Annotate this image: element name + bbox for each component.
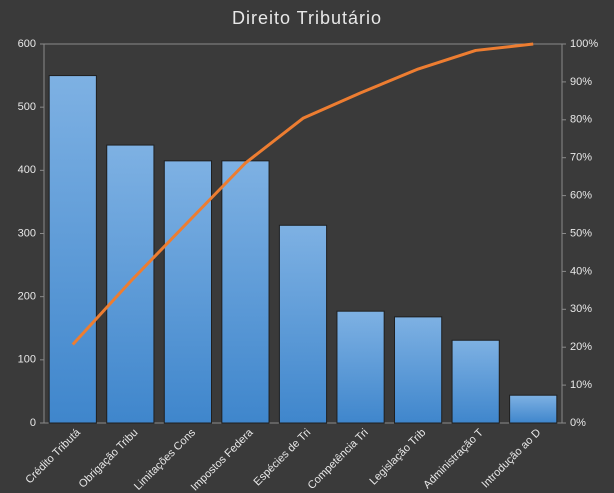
bar <box>106 144 155 424</box>
bar <box>336 310 385 424</box>
chart-title: Direito Tributário <box>232 8 382 28</box>
y2-tick-label: 100% <box>570 38 598 50</box>
line <box>71 42 534 346</box>
bar <box>163 160 212 424</box>
y2-tick-label: 40% <box>570 265 592 277</box>
y-tick-label: 300 <box>18 227 36 239</box>
y-tick-label: 400 <box>18 164 36 176</box>
y-tick-label: 500 <box>18 101 36 113</box>
y2-tick-label: 50% <box>570 227 592 239</box>
bar <box>451 339 500 424</box>
bar <box>394 316 443 424</box>
y2-tick-label: 70% <box>570 152 592 164</box>
y2-tick-label: 80% <box>570 114 592 126</box>
y-tick-label: 200 <box>18 291 36 303</box>
y-tick-label: 0 <box>30 417 36 429</box>
bar <box>221 160 270 424</box>
bar <box>278 224 328 424</box>
y-tick-label: 100 <box>18 354 36 366</box>
y2-tick-label: 10% <box>570 379 592 391</box>
bar <box>509 394 558 424</box>
y2-tick-label: 90% <box>570 76 592 88</box>
bar <box>48 75 97 424</box>
y2-tick-label: 0% <box>570 417 586 429</box>
y2-tick-label: 20% <box>570 341 592 353</box>
y2-tick-label: 60% <box>570 190 592 202</box>
y-tick-label: 600 <box>18 38 36 50</box>
y2-tick-label: 30% <box>570 303 592 315</box>
